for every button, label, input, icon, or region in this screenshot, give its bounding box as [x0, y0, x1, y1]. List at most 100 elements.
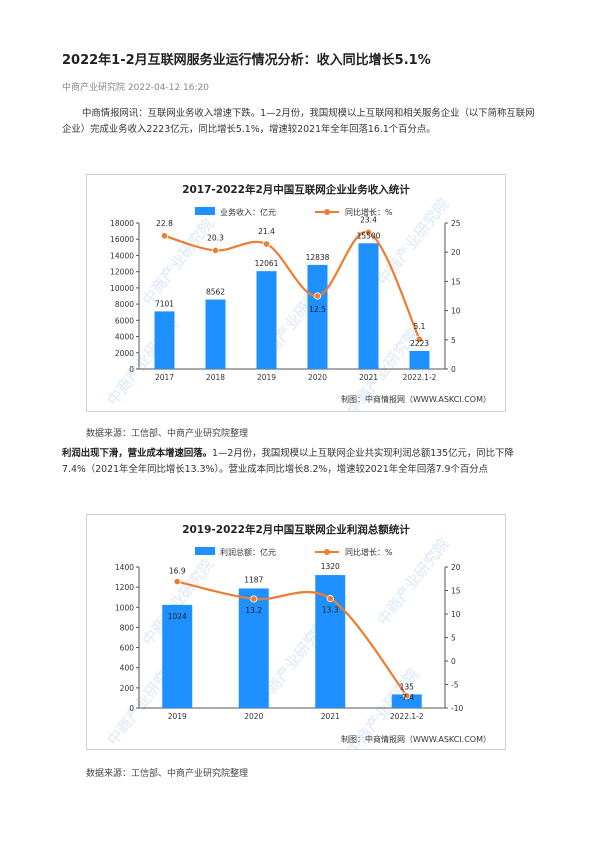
bar-2021	[358, 243, 379, 369]
right-axis-tick-label: 0	[451, 657, 456, 666]
x-axis-tick-label: 2019	[257, 373, 276, 382]
left-axis-tick-label: 400	[120, 664, 135, 673]
chart-credit: 制图：中商情报网（WWW.ASKCI.COM）	[341, 394, 491, 404]
left-axis-tick-label: 200	[120, 684, 135, 693]
bar-value-label: 7101	[155, 299, 174, 308]
bar-2022.1-2	[409, 350, 430, 369]
bar-2018	[205, 299, 226, 369]
growth-point-2019	[262, 240, 271, 248]
bar-2017	[154, 311, 175, 369]
chart-title: 2019-2022年2月中国互联网企业利润总额统计	[182, 523, 410, 536]
paragraph-profit-lead: 利润出现下滑，营业成本增速回落。	[62, 448, 213, 459]
profit-chart: 中商产业研究院 中商产业研究院 中商产业研究院 中商产业研究院 中商产业研究院 2019-…	[86, 514, 506, 750]
right-axis-tick-label: 10	[451, 307, 461, 316]
left-axis-tick-label: 2000	[115, 349, 134, 358]
line-value-label: 12.5	[309, 305, 326, 314]
growth-point-2020	[313, 292, 322, 300]
line-value-label: 16.9	[169, 567, 186, 576]
bar-value-label: 8562	[206, 288, 225, 297]
x-axis-tick-label: 2017	[155, 373, 174, 382]
line-value-label: 13.2	[245, 606, 262, 615]
left-axis-tick-label: 14000	[110, 251, 134, 260]
x-axis-tick-label: 2022.1-2	[390, 712, 424, 721]
line-value-label: 21.4	[258, 227, 275, 236]
right-axis-tick-label: 25	[451, 219, 461, 228]
growth-point-2020	[250, 595, 258, 603]
right-axis-tick-label: 20	[451, 563, 461, 572]
right-axis-tick-label: -10	[451, 704, 463, 713]
right-axis-tick-label: 10	[451, 610, 461, 619]
legend-line-marker	[324, 549, 330, 555]
x-axis-tick-label: 2020	[244, 712, 263, 721]
legend-bar-swatch	[195, 547, 215, 555]
x-axis-tick-label: 2021	[321, 712, 340, 721]
bar-value-label: 1024	[168, 612, 187, 621]
growth-line	[177, 580, 408, 697]
legend-bar-label: 业务收入：亿元	[220, 207, 276, 217]
publisher[interactable]: 中商产业研究院	[62, 83, 126, 93]
bar-value-label: 12061	[255, 259, 279, 268]
left-axis-tick-label: 8000	[115, 300, 134, 309]
chart-title: 2017-2022年2月中国互联网企业业务收入统计	[182, 183, 410, 196]
bar-2020	[238, 588, 269, 708]
right-axis-tick-label: 15	[451, 277, 461, 286]
x-axis-tick-label: 2020	[308, 373, 327, 382]
bar-2019	[256, 271, 277, 369]
legend-line-label: 同比增长：%	[345, 547, 393, 557]
legend-bar-label: 利润总额：亿元	[220, 547, 276, 557]
growth-point-2017	[160, 232, 169, 240]
right-axis-tick-label: -5	[451, 681, 459, 690]
chart-credit: 制图：中商情报网（WWW.ASKCI.COM）	[341, 734, 491, 744]
line-value-label: 13.3	[322, 605, 339, 614]
revenue-chart: 中商产业研究院 中商产业研究院 中商产业研究院 中商产业研究院 中商产业研究院 2017-…	[86, 174, 506, 412]
left-axis-tick-label: 6000	[115, 316, 134, 325]
left-axis-tick-label: 600	[120, 644, 135, 653]
right-axis-tick-label: 15	[451, 587, 461, 596]
left-axis-tick-label: 0	[129, 704, 134, 713]
growth-point-2021	[364, 228, 373, 236]
source-note-2: 数据来源：工信部、中商产业研究院整理	[86, 769, 249, 779]
bar-value-label: 1320	[321, 562, 340, 571]
bar-value-label: 2223	[410, 339, 429, 348]
legend-bar-swatch	[195, 207, 215, 215]
x-axis-tick-label: 2022.1-2	[403, 373, 437, 382]
left-axis-tick-label: 16000	[110, 235, 134, 244]
bar-value-label: 135	[400, 682, 415, 691]
right-axis-tick-label: 0	[451, 365, 456, 374]
left-axis-tick-label: 18000	[110, 219, 134, 228]
legend-line-marker	[324, 209, 330, 215]
growth-point-2019	[173, 577, 181, 586]
left-axis-tick-label: 1400	[115, 563, 134, 572]
bar-2019	[162, 604, 193, 708]
line-value-label: 5.1	[414, 322, 426, 331]
legend-line-label: 同比增长：%	[345, 207, 393, 217]
growth-point-2022.1-2	[415, 335, 424, 343]
growth-point-2018	[211, 246, 220, 255]
paragraph-profit: 利润出现下滑，营业成本增速回落。1—2月份，我国规模以上互联网企业共实现利润总额…	[62, 446, 537, 478]
article-title: 2022年1-2月互联网服务业运行情况分析：收入同比增长5.1%	[62, 53, 431, 68]
left-axis-tick-label: 4000	[115, 333, 134, 342]
bar-value-label: 12838	[306, 253, 330, 262]
right-axis-tick-label: 5	[451, 634, 456, 643]
growth-point-2021	[326, 594, 334, 603]
right-axis-tick-label: 5	[451, 336, 456, 345]
x-axis-tick-label: 2019	[168, 712, 187, 721]
publish-datetime: 2022-04-12 16:20	[127, 83, 209, 93]
line-value-label: 20.3	[207, 233, 224, 242]
paragraph-revenue: 中商情报网讯：互联网业务收入增速下跌。1—2月份，我国规模以上互联网和相关服务企…	[62, 106, 537, 138]
bar-value-label: 1187	[244, 575, 263, 584]
right-axis-tick-label: 20	[451, 248, 461, 257]
bar-2020	[307, 264, 328, 369]
line-value-label: 22.8	[156, 219, 173, 228]
left-axis-tick-label: 10000	[110, 284, 134, 293]
growth-point-2022.1-2	[403, 692, 411, 700]
left-axis-tick-label: 0	[129, 365, 134, 374]
line-value-label: -7.4	[399, 693, 414, 702]
x-axis-tick-label: 2021	[359, 373, 378, 382]
paragraph-profit-text: 1—2月份，我国规模以上互联网企业共实现利润总额135亿元，同比下降7.4%（2…	[62, 448, 514, 475]
line-value-label: 23.4	[360, 215, 377, 224]
left-axis-tick-label: 12000	[110, 268, 134, 277]
x-axis-tick-label: 2018	[206, 373, 225, 382]
